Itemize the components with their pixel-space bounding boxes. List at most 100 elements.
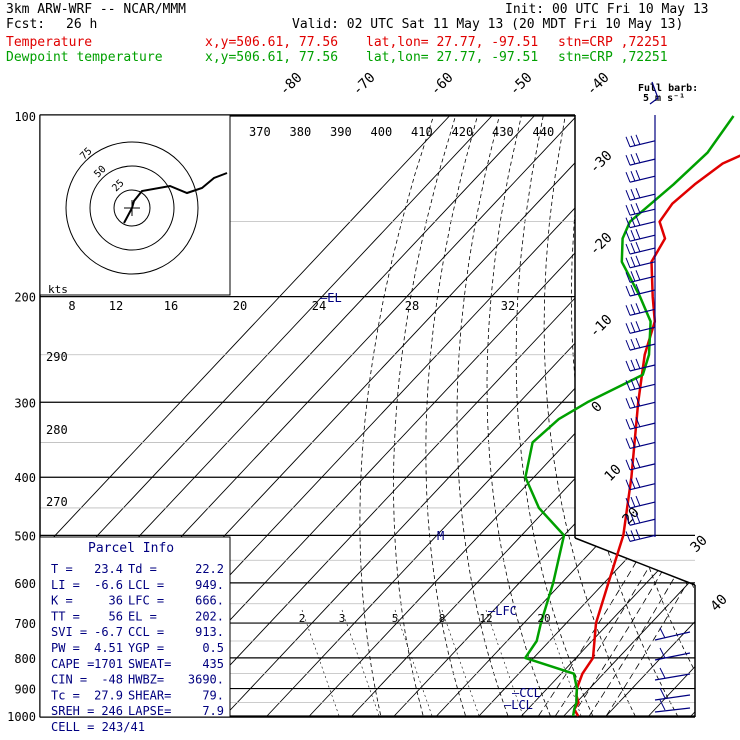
wind-barb-flag [635,378,641,389]
wind-barb-flag [635,495,641,507]
parcel-value: 4.51 [94,641,123,655]
mixing-ratio-label: 5 [392,612,399,625]
parcel-value: 7.9 [202,704,224,718]
wind-barb [629,247,656,255]
wind-barb [629,193,656,201]
wind-barb-flag [625,360,631,372]
isotherm [521,115,695,717]
mixing-ratio-line [485,609,524,717]
parcel-value: -6.6 [94,578,123,592]
parcel-value: -6.7 [94,625,123,639]
parcel-label: LFC = [128,594,164,608]
level-annotation-m: M [437,529,444,543]
hodograph-trace [123,172,228,224]
pressure-tick-label: 600 [14,577,36,591]
theta-label: 380 [290,125,312,139]
parcel-label: Td = [128,562,157,576]
isotherm-label: -30 [587,148,616,177]
wind-barb [629,343,656,351]
isotherm-label: -80 [277,70,306,99]
isotherm-label: 0 [589,399,606,416]
wind-barb [629,501,656,509]
parcel-value: 3690. [188,673,224,687]
wind-barb-lower [654,673,691,681]
hodo-speed-label: 8 [68,299,75,313]
parcel-label: SVI = [51,625,87,639]
wind-barb [629,401,656,409]
wind-barb-flag [625,479,631,490]
wind-barb-flag [630,437,636,448]
wind-barb-lower-flag [659,687,666,699]
wind-barb-flag [635,215,641,226]
wind-barb-flag [630,171,636,182]
pressure-tick-label: 100 [14,110,36,124]
mixing-ratio-label: 20 [537,612,550,625]
wind-barb-flag [635,203,641,214]
wind-barb-flag [625,380,631,391]
dry-adiabat [543,115,643,717]
parcel-label: LI = [51,578,80,592]
mixing-ratio-line [301,609,340,717]
parcel-cell: CELL = 243/41 [51,720,145,734]
theta-left-label: 290 [46,350,68,364]
wind-barb-flag [635,321,641,332]
wind-barb [629,483,656,491]
wind-barb-flag [635,358,641,370]
wind-barb-flag [625,154,631,166]
dry-adiabat [647,115,695,717]
legend-dewpoint: Dewpoint temperature [6,50,163,65]
parcel-label: CCL = [128,625,164,639]
wind-barb-flag [630,397,636,408]
parcel-value: 666. [195,594,224,608]
mixing-ratio-line [394,609,433,717]
mixing-ratio-label: 2 [299,612,306,625]
hodo-speed-label: 12 [109,299,123,313]
parcel-label: TT = [51,609,80,623]
pressure-tick-label: 200 [14,291,36,305]
parcel-value: 435 [202,657,224,671]
isotherm-label: -10 [587,312,616,341]
isotherm-label: -50 [507,70,536,99]
wind-barb-flag [630,204,636,215]
hodo-speed-label: 16 [164,299,178,313]
parcel-value: 913. [195,625,224,639]
parcel-info-box [39,536,231,718]
parcel-label: T = [51,562,73,576]
temp-xy: x,y=506.61, 77.56 [205,35,339,50]
wind-barb [629,534,656,542]
temp-station: stn=CRP ,72251 [558,35,668,50]
frame-diagonal [574,537,696,586]
isotherm [393,115,695,717]
parcel-label: LCL = [128,578,164,592]
dew-latlon: lat,lon= 27.77, -97.51 [366,50,539,65]
parcel-value: 79. [202,688,224,702]
wind-barb-lower-flag [659,647,666,659]
hodo-speed-label: 24 [312,299,326,313]
isotherm-label: 10 [602,462,625,485]
dry-adiabat [570,115,686,717]
parcel-label: YGP = [128,641,164,655]
wind-barb-flag [635,255,641,267]
wind-barb-flag [635,396,641,407]
hodo-speed-label: 32 [501,299,515,313]
valid-time: Valid: 02 UTC Sat 11 May 13 (20 MDT Fri … [292,17,684,32]
wind-barb-flag [635,416,641,428]
theta-left-label: 280 [46,423,68,437]
wind-barb [629,261,656,269]
level-annotation-el: —EL [320,291,342,305]
parcel-label: PW = [51,641,80,655]
wind-barb-flag [625,497,631,509]
isotherm-label: -20 [587,230,616,259]
forecast-label: Fcst: [6,17,46,32]
pressure-tick-label: 800 [14,652,36,666]
wind-barb [629,463,656,471]
isotherm-label: 30 [688,533,711,556]
isotherm-label: -70 [350,70,379,99]
wind-barb-lower-flag [659,667,666,679]
model-title: 3km ARW-WRF -- NCAR/MMM [6,2,187,17]
wind-barb-flag [630,478,636,489]
wind-barb-flag [635,436,641,447]
wind-barb-flag [625,285,631,297]
mixing-ratio-label: 8 [439,612,446,625]
